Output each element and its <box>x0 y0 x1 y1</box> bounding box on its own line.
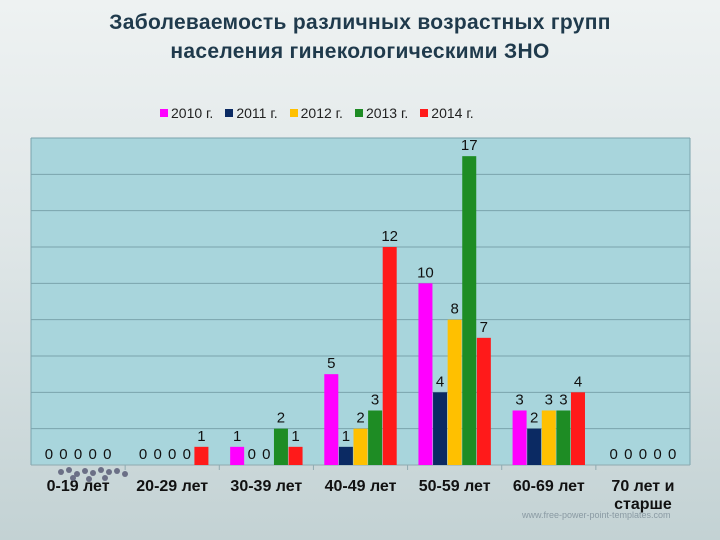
bar <box>541 410 556 465</box>
data-label: 10 <box>417 264 434 281</box>
data-label: 12 <box>381 228 398 245</box>
bar <box>570 392 585 465</box>
data-label: 1 <box>233 428 241 445</box>
data-label: 0 <box>610 446 618 463</box>
chart-title-line-2: населения гинекологическими ЗНО <box>170 40 550 63</box>
data-label: 0 <box>168 446 176 463</box>
bar <box>433 392 448 465</box>
data-label: 0 <box>639 446 647 463</box>
bar <box>353 428 368 465</box>
category-label: 70 лет и старше <box>611 478 674 513</box>
legend-label: 2012 г. <box>300 105 343 121</box>
legend-item-3: 2012 г. <box>289 105 343 121</box>
footer-url: www.free-power-point-templates.com <box>522 510 671 520</box>
bar <box>476 337 491 465</box>
data-label: 0 <box>45 446 53 463</box>
bar <box>288 446 303 465</box>
legend-swatch <box>160 109 168 117</box>
data-label: 0 <box>88 446 96 463</box>
legend-label: 2014 г. <box>431 105 474 121</box>
legend-swatch <box>354 109 363 117</box>
bar <box>230 446 245 465</box>
data-label: 2 <box>356 410 364 427</box>
data-label: 3 <box>559 392 567 409</box>
bar <box>527 428 542 465</box>
chart-title-line-1: Заболеваемость различных возрастных груп… <box>109 11 611 34</box>
category-label: 30-39 лет <box>230 478 302 495</box>
bar <box>462 156 477 465</box>
category-label: 0-19 лет <box>47 478 110 495</box>
legend-item-1: 2010 г. <box>160 105 213 121</box>
data-label: 3 <box>545 392 553 409</box>
legend-label: 2010 г. <box>171 105 214 121</box>
bar <box>273 428 288 465</box>
legend-item-4: 2013 г. <box>354 105 409 121</box>
bar <box>338 446 353 465</box>
bar <box>194 446 209 465</box>
data-label: 2 <box>530 410 538 427</box>
data-label: 8 <box>450 301 458 318</box>
bar <box>368 410 383 465</box>
data-label: 0 <box>248 446 256 463</box>
category-label: 50-59 лет <box>419 478 491 495</box>
data-label: 1 <box>342 428 350 445</box>
bar <box>382 247 397 465</box>
category-label: 60-69 лет <box>513 478 585 495</box>
data-label: 0 <box>153 446 161 463</box>
data-label: 3 <box>371 392 379 409</box>
category-label: 40-49 лет <box>325 478 397 495</box>
chart-legend: 2010 г. 2011 г. 2012 г. 2013 г. 2014 г. <box>160 104 474 122</box>
bar <box>324 374 339 465</box>
data-label: 0 <box>139 446 147 463</box>
data-label: 0 <box>668 446 676 463</box>
data-label: 17 <box>461 137 478 154</box>
chart-title: Заболеваемость различных возрастных груп… <box>0 8 720 66</box>
data-label: 4 <box>574 373 582 390</box>
data-label: 3 <box>515 392 523 409</box>
legend-label: 2013 г. <box>365 105 409 121</box>
legend-label: 2011 г. <box>236 105 278 121</box>
data-label: 5 <box>327 355 335 372</box>
data-label: 0 <box>183 446 191 463</box>
data-label: 0 <box>262 446 270 463</box>
data-label: 0 <box>103 446 111 463</box>
legend-swatch <box>420 109 429 117</box>
data-label: 0 <box>624 446 632 463</box>
legend-item-2: 2011 г. <box>225 105 278 121</box>
data-label: 0 <box>59 446 67 463</box>
legend-swatch <box>225 109 234 117</box>
data-label: 0 <box>653 446 661 463</box>
data-label: 1 <box>291 428 299 445</box>
decorative-dots <box>58 465 138 483</box>
legend-swatch <box>289 109 298 117</box>
bar <box>447 319 462 465</box>
bar <box>418 283 433 465</box>
data-label: 0 <box>74 446 82 463</box>
legend-item-5: 2014 г. <box>420 105 474 121</box>
data-label: 7 <box>480 319 488 336</box>
data-label: 2 <box>277 410 285 427</box>
data-label: 1 <box>197 428 205 445</box>
bar <box>556 410 571 465</box>
bar <box>512 410 527 465</box>
data-label: 4 <box>436 373 444 390</box>
category-label: 20-29 лет <box>136 478 208 495</box>
